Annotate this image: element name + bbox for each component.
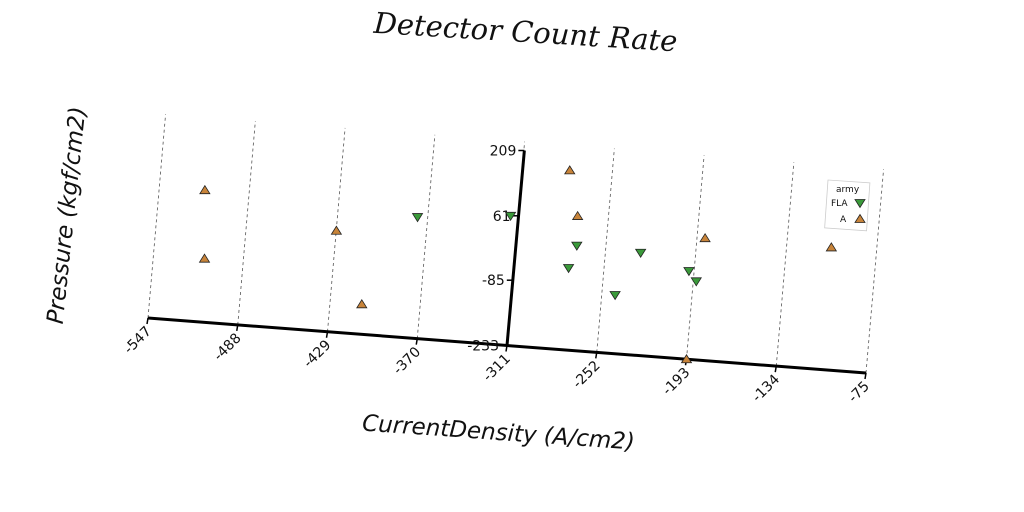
grid-line: [237, 121, 256, 325]
y-tick-label: 209: [490, 144, 517, 160]
x-axis-label: CurrentDensity (A/cm2): [361, 411, 635, 456]
y-tick-label: 61: [493, 209, 511, 225]
legend-marker: [854, 199, 866, 209]
marker-a: [564, 165, 576, 175]
legend-marker: [854, 213, 866, 223]
x-tick: [415, 338, 418, 345]
marker-a: [199, 184, 211, 195]
marker-fla: [411, 213, 424, 223]
x-tick-label: -134: [749, 372, 783, 406]
x-tick: [505, 345, 508, 352]
marker-fla: [571, 241, 583, 251]
marker-fla: [634, 248, 647, 258]
legend-label: A: [840, 215, 847, 225]
grid-line: [596, 148, 615, 353]
grid-line: [686, 155, 705, 360]
x-tick: [325, 331, 329, 338]
x-tick: [595, 352, 598, 359]
x-tick: [864, 372, 867, 380]
x-tick-label: -370: [390, 344, 424, 378]
x-tick-label: -547: [121, 324, 155, 358]
grid-line: [865, 169, 885, 374]
legend-title: army: [836, 185, 860, 195]
plot-area: -547 -488 -429 -370 -311 -252 -193 -134 -75 209 61…: [121, 114, 885, 406]
grid-line: [775, 162, 795, 367]
marker-a: [699, 232, 711, 243]
marker-a: [198, 253, 211, 263]
y-tick-label: -85: [482, 273, 505, 289]
marker-fla: [683, 267, 695, 277]
grid-line: [147, 114, 167, 319]
marker-a: [825, 242, 838, 252]
x-tick-label: -75: [845, 379, 872, 406]
grid-line: [416, 134, 436, 339]
marker-a: [571, 210, 584, 220]
x-tick: [774, 366, 777, 373]
legend-label: FLA: [831, 199, 848, 209]
y-axis-line: [505, 150, 526, 346]
chart-title: Detector Count Rate: [372, 6, 679, 59]
x-tick-label: -488: [211, 330, 245, 364]
y-tick-label: -233: [467, 339, 499, 355]
marker-a: [680, 353, 693, 364]
x-tick: [146, 317, 149, 325]
marker-fla: [562, 264, 575, 274]
marker-fla: [690, 277, 702, 287]
x-tick-label: -311: [480, 351, 514, 385]
x-tick-label: -252: [570, 358, 604, 392]
x-tick-label: -193: [660, 365, 694, 399]
x-tick: [236, 324, 239, 331]
marker-fla: [609, 291, 621, 301]
x-tick-label: -429: [301, 337, 335, 371]
y-axis-label: Pressure (kgf/cm2): [43, 105, 92, 325]
marker-a: [330, 225, 343, 235]
marker-a: [356, 299, 368, 309]
marker-fla: [504, 211, 517, 222]
